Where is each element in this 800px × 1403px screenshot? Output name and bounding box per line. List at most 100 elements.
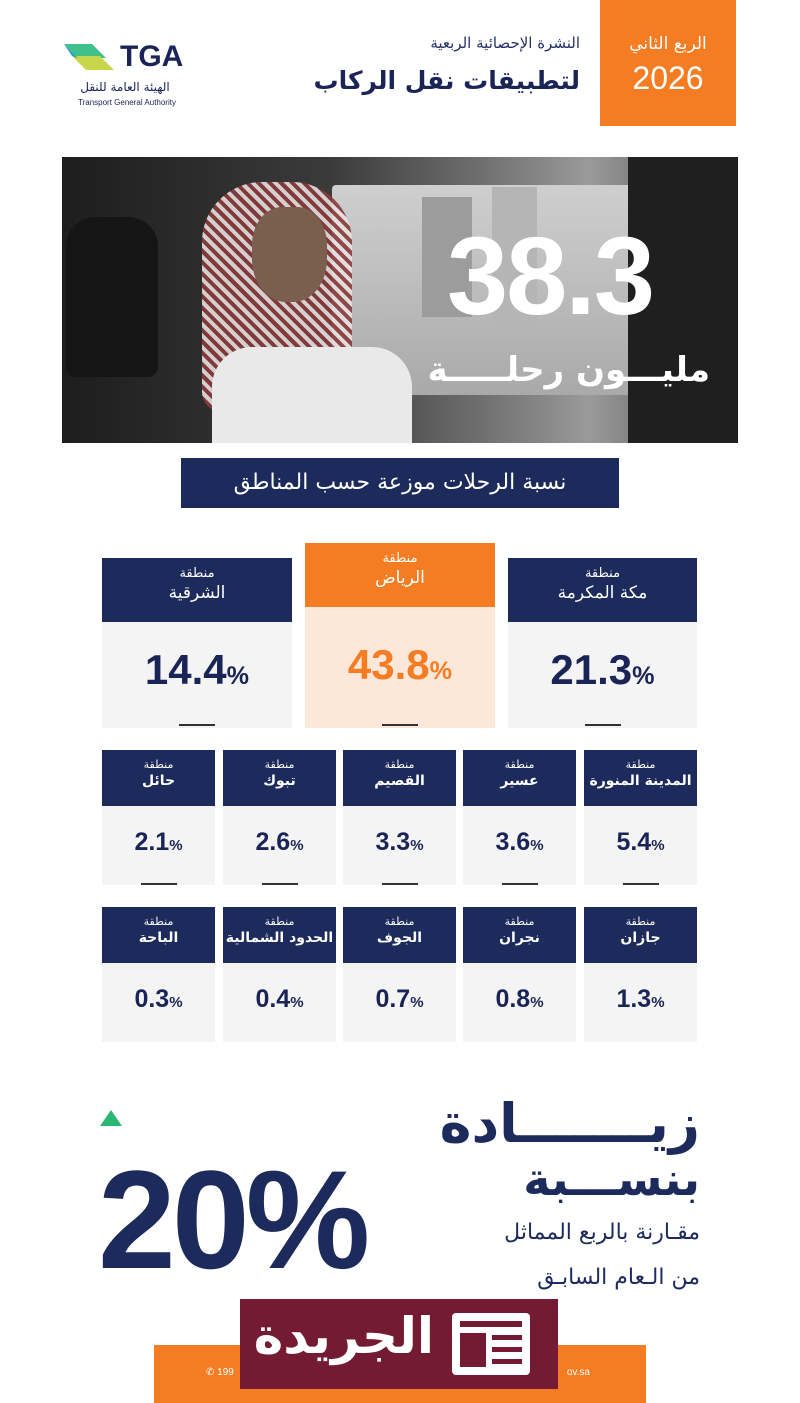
increase-arrow-icon [100, 1110, 122, 1126]
phone-number: 199 [217, 1367, 234, 1378]
region-name: نجران [499, 930, 540, 946]
region-value: 0.8 [495, 985, 531, 1013]
building-shape [492, 187, 537, 327]
tga-logo-mark-icon [64, 44, 114, 70]
person-thobe [212, 347, 412, 443]
percent-sign: % [651, 994, 665, 1011]
percent-sign: % [290, 837, 304, 854]
logo-wordmark: TGA [120, 40, 184, 73]
region-value: 14.4 [144, 646, 227, 693]
logo-arabic-name: الهيئة العامة للنقل [80, 80, 170, 94]
region-card-jazan: منطقة جازان 1.3% [584, 907, 697, 1042]
region-percentage: 5.4% [584, 828, 697, 857]
percent-sign: % [651, 837, 665, 854]
region-percentage: 21.3% [508, 646, 697, 694]
region-card-northern-borders: منطقة الحدود الشمالية 0.4% [223, 907, 336, 1042]
region-name: المدينة المنورة [589, 773, 692, 789]
region-value: 2.6 [255, 828, 291, 856]
region-name: الرياض [375, 568, 425, 588]
hero-photo [62, 157, 738, 443]
region-card-header: منطقة حائل [102, 750, 215, 806]
region-percentage: 43.8% [305, 641, 495, 689]
region-card-header: منطقة القصيم [343, 750, 456, 806]
percent-sign: % [410, 837, 424, 854]
region-name: جازان [620, 930, 661, 946]
region-card-header: منطقة المدينة المنورة [584, 750, 697, 806]
region-card-header: منطقة مكة المكرمة [508, 558, 697, 622]
region-card-hail: منطقة حائل 2.1% [102, 750, 215, 885]
region-value: 2.1 [134, 828, 170, 856]
region-card-header: منطقة جازان [584, 907, 697, 963]
region-name: الجوف [376, 930, 423, 946]
region-card-header: منطقة تبوك [223, 750, 336, 806]
region-card-asir: منطقة عسير 3.6% [463, 750, 576, 885]
region-card-riyadh: منطقة الرياض 43.8% [305, 543, 495, 728]
region-value: 0.4 [255, 985, 291, 1013]
total-trips-value: 38.3 [446, 215, 655, 338]
car-door [628, 157, 738, 443]
region-percentage: 14.4% [102, 646, 292, 694]
percent-sign: % [410, 994, 424, 1011]
card-divider [381, 883, 418, 885]
region-card-header: منطقة عسير [463, 750, 576, 806]
percent-sign: % [169, 837, 183, 854]
increase-by-label: بنســـبة [523, 1152, 700, 1206]
region-percentage: 3.6% [463, 828, 576, 857]
region-card-header: منطقة الجوف [343, 907, 456, 963]
region-prefix: منطقة [384, 758, 415, 771]
region-prefix: منطقة [264, 915, 295, 928]
region-value: 21.3 [550, 646, 633, 693]
total-trips-unit: مليـــون رحلـــــة [427, 350, 710, 390]
page-title: لتطبيقات نقل الركاب [313, 66, 580, 95]
region-prefix: منطقة [384, 915, 415, 928]
region-value: 43.8 [347, 641, 430, 688]
region-prefix: منطقة [584, 566, 621, 581]
percent-sign: % [632, 662, 655, 690]
region-name: الشرقية [168, 583, 226, 603]
comparison-line-1: مقـارنة بالربع المماثل [504, 1220, 700, 1245]
region-prefix: منطقة [625, 758, 656, 771]
percent-sign: % [530, 837, 544, 854]
region-card-tabuk: منطقة تبوك 2.6% [223, 750, 336, 885]
region-card-header: منطقة الرياض [305, 543, 495, 607]
percent-sign: % [169, 994, 183, 1011]
section-title: نسبة الرحلات موزعة حسب المناطق [181, 458, 619, 508]
region-value: 1.3 [616, 985, 652, 1013]
region-prefix: منطقة [382, 551, 418, 566]
quarter-label: الربع الثاني [629, 34, 707, 54]
year-label: 2026 [632, 60, 704, 96]
region-card-header: منطقة الحدود الشمالية [223, 907, 336, 963]
region-percentage: 1.3% [584, 985, 697, 1014]
region-value: 3.3 [375, 828, 411, 856]
region-card-baha: منطقة الباحة 0.3% [102, 907, 215, 1042]
percent-sign: % [429, 657, 453, 685]
watermark-text: الجريدة [253, 1307, 434, 1365]
region-percentage: 0.4% [223, 985, 336, 1014]
region-card-eastern: منطقة الشرقية 14.4% [102, 558, 292, 728]
region-prefix: منطقة [143, 915, 174, 928]
person-face [252, 207, 327, 302]
footer-website: ov.sa [566, 1367, 590, 1378]
card-divider [501, 883, 538, 885]
region-value: 3.6 [495, 828, 531, 856]
region-prefix: منطقة [264, 758, 295, 771]
region-percentage: 3.3% [343, 828, 456, 857]
card-divider [140, 883, 177, 885]
region-percentage: 0.8% [463, 985, 576, 1014]
region-value: 5.4 [616, 828, 652, 856]
card-divider [261, 883, 298, 885]
card-divider [584, 724, 621, 726]
percent-sign: % [530, 994, 544, 1011]
region-name: الحدود الشمالية [225, 930, 334, 946]
region-card-header: منطقة نجران [463, 907, 576, 963]
region-name: الباحة [138, 930, 179, 946]
region-percentage: 2.1% [102, 828, 215, 857]
region-card-header: منطقة الباحة [102, 907, 215, 963]
region-prefix: منطقة [504, 915, 535, 928]
region-name: تبوك [263, 773, 296, 789]
quarter-badge: الربع الثاني 2026 [600, 0, 736, 126]
region-card-najran: منطقة نجران 0.8% [463, 907, 576, 1042]
region-value: 0.7 [375, 985, 411, 1013]
region-percentage: 0.7% [343, 985, 456, 1014]
bulletin-label: النشرة الإحصائية الربعية [430, 34, 580, 52]
